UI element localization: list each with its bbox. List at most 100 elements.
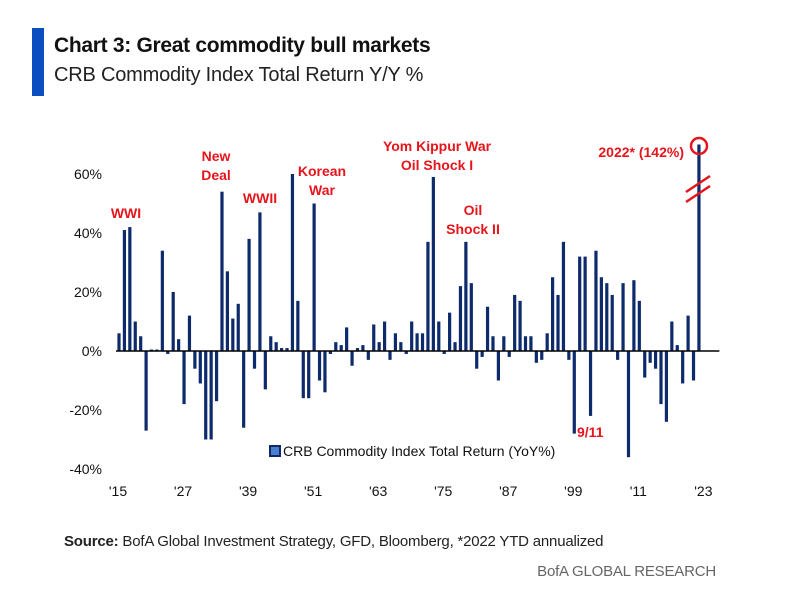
annotation-oil-shock-ii-line2: Shock II [446,221,500,237]
bar-2018 [675,345,679,351]
bar-2013 [648,351,652,363]
annotations: WWI New Deal WWII Korean War Yom Kippur … [111,136,711,440]
y-tick-label: 0% [82,343,102,359]
bar-2006 [610,294,614,351]
bar-2019 [681,351,685,384]
bar-1961 [366,351,370,360]
bar-1999 [572,351,576,434]
legend: CRB Commodity Index Total Return (YoY%) [269,443,555,459]
y-axis: -40% -20% 0% 20% 40% 60% [69,166,102,477]
bar-1968 [404,351,408,354]
bar-2020 [686,315,690,351]
source-label: Source: [64,533,119,550]
bar-1945 [280,348,284,351]
x-tick-label: '51 [304,483,322,499]
bar-1976 [448,312,452,351]
bar-1938 [242,351,246,428]
bar-1956 [339,345,343,351]
bar-1983 [485,306,490,351]
bar-1948 [296,300,300,351]
bar-1950 [307,351,311,399]
bar-2012 [643,351,647,378]
legend-label: CRB Commodity Index Total Return (YoY%) [283,443,555,459]
annotation-yom-kippur-line1: Yom Kippur War [383,138,492,154]
annotation-wwii: WWII [243,190,277,206]
annotation-2022-circle [689,136,709,156]
bar-2016 [664,351,669,422]
annotation-2022: 2022* (142%) [598,144,684,160]
annotation-wwi: WWI [111,205,141,221]
bar-2011 [637,300,641,351]
bar-1987 [507,351,511,357]
bar-1924 [166,351,170,354]
bar-1991 [529,336,533,351]
bar-2002 [588,351,593,416]
bar-series [117,144,701,458]
x-tick-label: '15 [109,483,127,499]
bar-1928 [187,315,192,351]
bar-1936 [231,318,235,351]
bar-1930 [198,351,202,384]
bar-1925 [171,292,175,351]
bar-2010 [632,280,636,351]
bar-1970 [415,333,419,351]
bar-1940 [252,351,257,369]
axis-break-mark-1 [685,174,711,194]
bar-1955 [334,342,338,351]
bar-2009 [626,351,631,458]
bar-1980 [469,283,473,351]
bar-1927 [182,351,186,405]
y-tick-label: 20% [74,284,102,300]
annotation-new-deal-line1: New [202,148,231,164]
x-tick-label: '39 [239,483,257,499]
bar-1985 [496,351,500,381]
bar-1966 [393,333,398,351]
bar-2008 [621,283,625,351]
bar-1977 [453,342,457,351]
bar-1975 [442,351,446,354]
bar-2005 [605,283,609,351]
bar-1958 [350,351,354,366]
bar-1989 [518,300,522,351]
bar-1949 [301,351,305,399]
bar-1964 [382,321,387,351]
bar-1995 [551,277,555,351]
bar-2007 [616,351,620,360]
x-tick-label: '23 [694,483,712,499]
bar-1933 [214,351,219,402]
bar-2004 [599,277,603,351]
bar-1934 [220,191,224,351]
y-tick-label: -40% [69,461,102,477]
bar-1953 [323,351,327,393]
bar-1926 [177,339,181,351]
bar-1996 [556,294,560,351]
y-tick-label: -20% [69,402,102,418]
bar-1973 [431,176,435,351]
x-tick-label: '99 [564,483,582,499]
bar-2000 [578,256,582,351]
annotation-korean-war-line2: War [309,182,335,198]
bar-1984 [491,336,495,351]
bar-1967 [399,342,403,351]
bar-1951 [312,203,316,351]
bar-1979 [464,241,468,351]
bar-2003 [594,250,598,351]
bar-1962 [372,324,376,351]
chart-subtitle: CRB Commodity Index Total Return Y/Y % [54,64,424,86]
bar-1947 [290,174,295,351]
bar-1920 [144,351,148,431]
bar-1939 [247,238,251,351]
source-note: Source: BofA Global Investment Strategy,… [64,533,604,550]
bar-1997 [561,241,566,351]
bar-1935 [225,271,229,351]
bar-1986 [502,336,506,351]
bar-1994 [545,333,549,351]
x-tick-label: '63 [369,483,387,499]
bar-1982 [480,351,484,357]
bar-1960 [361,345,365,351]
bar-1952 [317,351,322,381]
bar-1941 [258,212,262,351]
chart-title: Chart 3: Great commodity bull markets [54,34,431,57]
legend-swatch [269,445,281,457]
